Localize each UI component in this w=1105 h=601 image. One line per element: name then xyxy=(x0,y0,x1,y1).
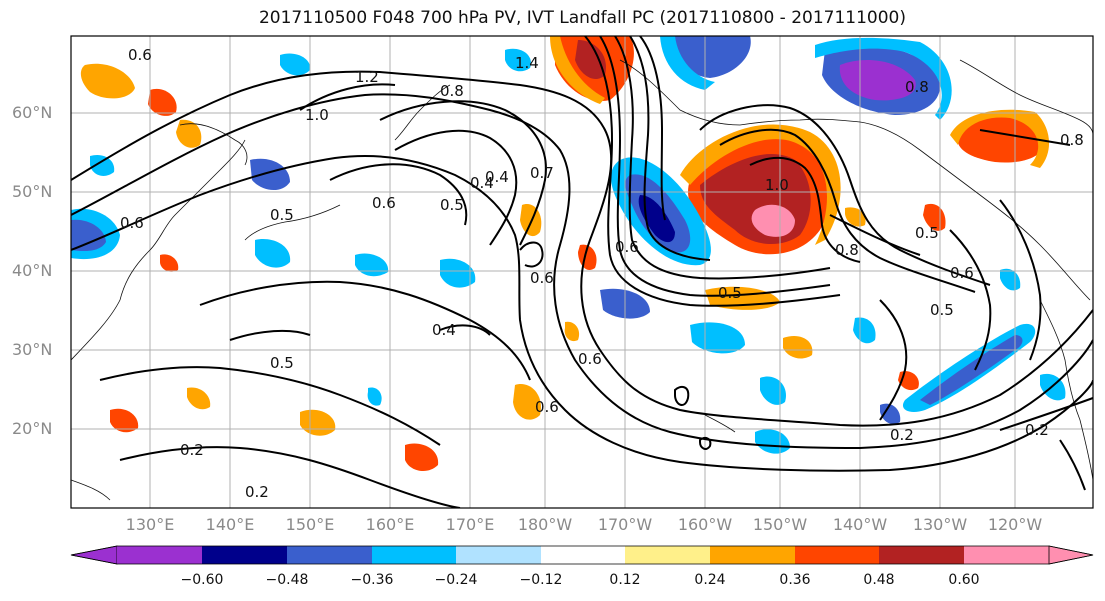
contour-label: 0.2 xyxy=(245,483,269,501)
contour-label: 0.6 xyxy=(128,46,152,64)
coastlines xyxy=(71,59,1093,501)
map-title: 2017110500 F048 700 hPa PV, IVT Landfall… xyxy=(258,8,906,28)
lon-label: 150°E xyxy=(285,515,335,534)
contour-label: 0.6 xyxy=(615,238,639,256)
lon-label: 130°W xyxy=(912,515,968,534)
contour-label: 0.5 xyxy=(270,354,294,372)
map-panel: 0.6 1.2 1.4 0.8 1.0 0.5 0.4 0.6 0.7 0.5 … xyxy=(71,36,1093,508)
colorbar-arrow-low xyxy=(70,545,118,565)
lon-label: 120°W xyxy=(987,515,1043,534)
lat-label: 60°N xyxy=(12,103,53,122)
contour-label: 0.8 xyxy=(440,82,464,100)
lon-label: 160°W xyxy=(677,515,733,534)
colorbar-bin xyxy=(456,546,541,564)
contour-label: 0.6 xyxy=(535,398,559,416)
contour-label: 0.2 xyxy=(890,426,914,444)
colorbar-tick-label: −0.48 xyxy=(265,572,309,588)
contour-label: 0.8 xyxy=(905,78,929,96)
contour-label: 1.0 xyxy=(765,176,789,194)
colorbar-bin xyxy=(117,546,202,564)
contour-label: 0.6 xyxy=(950,264,974,282)
lon-label: 170°W xyxy=(597,515,653,534)
contour-label: 0.5 xyxy=(930,301,954,319)
colorbar-tick-label: 0.36 xyxy=(779,572,811,588)
colorbar-bin xyxy=(625,546,710,564)
lat-label: 30°N xyxy=(12,340,53,359)
colorbar-tick-label: 0.48 xyxy=(863,572,895,588)
contour-label: 0.6 xyxy=(530,269,554,287)
contour-label: 1.4 xyxy=(515,54,539,72)
lat-label: 20°N xyxy=(12,419,53,438)
contour-label: 0.6 xyxy=(120,214,144,232)
lon-label: 140°E xyxy=(205,515,255,534)
colorbar-bin xyxy=(964,546,1049,564)
map-frame xyxy=(70,35,1094,509)
contour-label: 0.8 xyxy=(1060,131,1084,149)
contour-label: 1.2 xyxy=(355,68,379,86)
colorbar-tick-label: −0.12 xyxy=(519,572,563,588)
colorbar xyxy=(70,545,1094,565)
colorbar-tick-label: −0.60 xyxy=(180,572,224,588)
ivt-contours xyxy=(71,36,1093,508)
colorbar-bin xyxy=(795,546,879,564)
lon-label: 170°E xyxy=(445,515,495,534)
colorbar-arrow-high xyxy=(1048,545,1094,565)
contour-label: 0.2 xyxy=(180,441,204,459)
colorbar-tick-label: 0.24 xyxy=(694,572,726,588)
contour-label: 0.5 xyxy=(270,206,294,224)
contour-label: 0.8 xyxy=(835,241,859,259)
colorbar-bin xyxy=(541,546,625,564)
colorbar-bin xyxy=(287,546,372,564)
lon-label: 180°W xyxy=(517,515,573,534)
contour-label: 0.7 xyxy=(530,164,554,182)
contour-label: 0.6 xyxy=(578,350,602,368)
shaded-pv-field xyxy=(71,36,1066,472)
contour-labels: 0.6 1.2 1.4 0.8 1.0 0.5 0.4 0.6 0.7 0.5 … xyxy=(120,46,1084,501)
contour-label: 0.6 xyxy=(372,194,396,212)
contour-label: 1.0 xyxy=(305,106,329,124)
contour-label: 0.5 xyxy=(718,284,742,302)
contour-label: 0.4 xyxy=(432,321,456,339)
lon-label: 130°E xyxy=(125,515,175,534)
lon-label: 140°W xyxy=(832,515,888,534)
lat-label: 40°N xyxy=(12,261,53,280)
contour-label: 0.5 xyxy=(915,224,939,242)
lon-label: 160°E xyxy=(365,515,415,534)
colorbar-tick-label: 0.12 xyxy=(609,572,641,588)
colorbar-bin xyxy=(710,546,795,564)
colorbar-tick-label: −0.24 xyxy=(434,572,478,588)
lat-label: 50°N xyxy=(12,182,53,201)
contour-label: 0.5 xyxy=(440,196,464,214)
lon-label: 150°W xyxy=(752,515,808,534)
colorbar-tick-label: 0.60 xyxy=(948,572,980,588)
colorbar-bin xyxy=(372,546,456,564)
contour-label: 0.2 xyxy=(1025,421,1049,439)
colorbar-tick-label: −0.36 xyxy=(350,572,394,588)
colorbar-bin xyxy=(202,546,287,564)
contour-label: 0.4 xyxy=(485,168,509,186)
colorbar-bin xyxy=(879,546,964,564)
contour-label: 0.4 xyxy=(470,174,494,192)
